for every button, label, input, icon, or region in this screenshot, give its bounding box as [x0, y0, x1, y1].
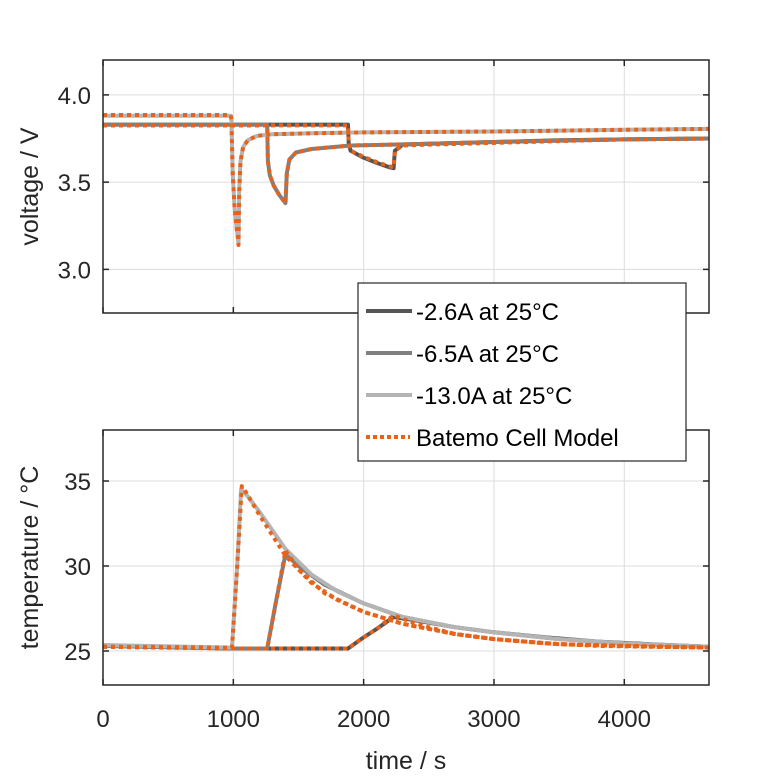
- temperature-ytick-label: 25: [64, 639, 91, 666]
- xtick-label: 3000: [467, 706, 520, 733]
- xtick-label: 4000: [598, 706, 651, 733]
- temperature-ticks: 0 1000 2000 3000 4000 25 30 35: [64, 430, 709, 733]
- temperature-ytick-label: 30: [64, 554, 91, 581]
- legend: -2.6A at 25°C -6.5A at 25°C -13.0A at 25°C…: [357, 282, 687, 462]
- voltage-grid: [103, 60, 709, 313]
- legend-label: -2.6A at 25°C: [416, 299, 559, 326]
- voltage-model-line-1: [103, 123, 709, 206]
- time-xlabel: time / s: [366, 747, 447, 775]
- xtick-label: 1000: [207, 706, 260, 733]
- temperature-ylabel: temperature / °C: [16, 466, 44, 650]
- voltage-model-line-2: [103, 123, 709, 170]
- legend-label: -6.5A at 25°C: [416, 341, 559, 368]
- voltage-ytick-label: 4.0: [58, 83, 91, 110]
- voltage-ylabel: voltage / V: [16, 127, 44, 245]
- temperature-ytick-label: 35: [64, 469, 91, 496]
- voltage-ytick-label: 3.5: [58, 170, 91, 197]
- voltage-axes: 3.0 3.5 4.0 voltage / V: [16, 59, 710, 314]
- voltage-model-line-0: [103, 113, 709, 247]
- temperature-series: [103, 484, 709, 651]
- legend-entries: -2.6A at 25°C -6.5A at 25°C -13.0A at 25°C…: [366, 299, 619, 452]
- voltage-series: [103, 113, 709, 247]
- legend-label: Batemo Cell Model: [416, 425, 619, 452]
- voltage-ytick-label: 3.0: [58, 257, 91, 284]
- legend-label: -13.0A at 25°C: [416, 383, 572, 410]
- temperature-axes: 0 1000 2000 3000 4000 25 30 35 temperature / °C…: [16, 429, 710, 775]
- legend-box: [357, 282, 687, 462]
- xtick-label: 0: [96, 706, 109, 733]
- xtick-label: 2000: [337, 706, 390, 733]
